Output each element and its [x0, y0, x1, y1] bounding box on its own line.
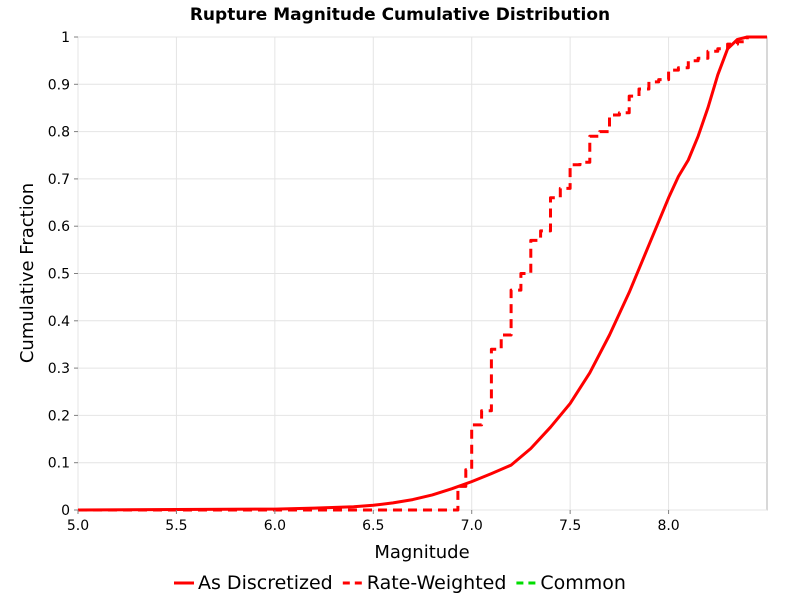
- y-tick-label: 0.9: [48, 77, 70, 93]
- y-tick-label: 0.1: [48, 456, 70, 472]
- x-axis-ticks: 5.0 5.5 6.0 6.5 7.0 7.5 8.0: [67, 510, 680, 534]
- y-tick-label: 1: [61, 30, 70, 46]
- y-axis-ticks: 0 0.1 0.2 0.3 0.4 0.5 0.6 0.7 0.8 0.9 1: [48, 30, 78, 519]
- legend-label: Rate-Weighted: [367, 572, 507, 594]
- series-line-2: [78, 35, 767, 512]
- legend-item-2: Rate-Weighted: [342, 572, 507, 594]
- y-tick-label: 0.7: [48, 172, 70, 188]
- y-tick-label: 0.8: [48, 125, 70, 141]
- y-tick-label: 0.5: [48, 267, 70, 283]
- x-tick-label: 7.0: [461, 518, 483, 534]
- legend: As Discretized Rate-Weighted Common: [174, 572, 626, 594]
- legend-label: As Discretized: [198, 572, 333, 594]
- x-tick-label: 7.5: [559, 518, 581, 534]
- legend-item-1: As Discretized: [174, 572, 333, 594]
- y-tick-label: 0.4: [48, 314, 70, 330]
- series-layer: [77, 35, 767, 512]
- legend-item-3: Common: [516, 572, 626, 594]
- legend-label: Common: [540, 572, 626, 594]
- series-line-1: [77, 35, 767, 512]
- y-tick-label: 0.6: [48, 219, 70, 235]
- x-tick-label: 6.0: [264, 518, 286, 534]
- chart-title: Rupture Magnitude Cumulative Distributio…: [190, 5, 610, 25]
- y-tick-label: 0: [61, 503, 70, 519]
- x-tick-label: 5.5: [165, 518, 187, 534]
- y-tick-label: 0.2: [48, 408, 70, 424]
- x-tick-label: 6.5: [362, 518, 384, 534]
- x-tick-label: 8.0: [657, 518, 679, 534]
- y-tick-label: 0.3: [48, 361, 70, 377]
- x-tick-label: 5.0: [67, 518, 89, 534]
- x-axis-label: Magnitude: [374, 542, 469, 563]
- y-axis-label: Cumulative Fraction: [17, 183, 38, 363]
- grid: [77, 36, 767, 511]
